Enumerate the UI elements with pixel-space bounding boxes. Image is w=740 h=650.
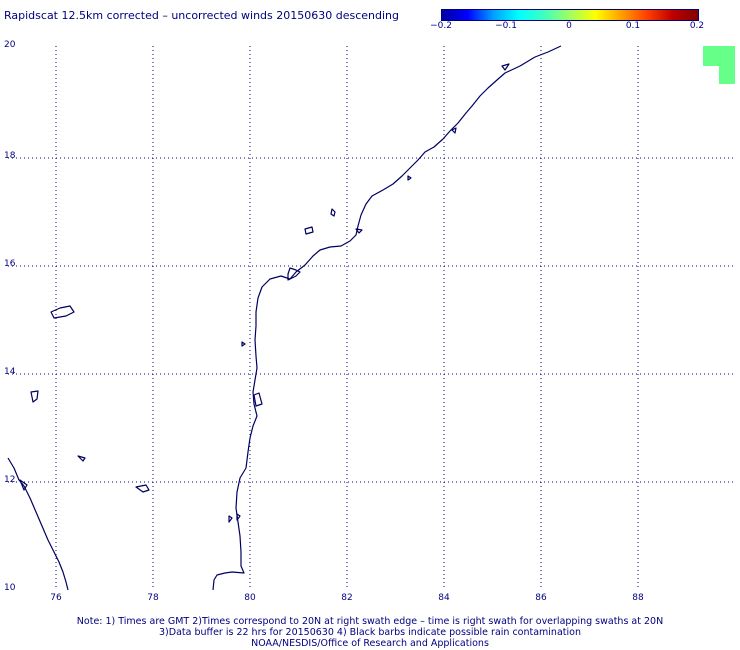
- colorbar-tick-label: 0: [566, 21, 572, 31]
- colorbar-tick-label: −0.1: [495, 21, 517, 31]
- x-tick-label: 84: [438, 593, 450, 603]
- y-tick-label: 10: [4, 583, 16, 593]
- note-line-3: NOAA/NESDIS/Office of Research and Appli…: [251, 638, 489, 649]
- coastline: [7, 45, 562, 591]
- colorbar-tick-label: −0.2: [430, 21, 452, 31]
- colorbar-tick-label: 0.2: [689, 21, 705, 31]
- colorbar: [441, 9, 699, 21]
- y-tick-label: 16: [4, 259, 16, 269]
- note-line-1: Note: 1) Times are GMT 2)Times correspon…: [76, 616, 664, 627]
- x-tick-label: 78: [147, 593, 159, 603]
- x-tick-label: 82: [341, 593, 353, 603]
- y-tick-label: 14: [4, 367, 16, 377]
- x-tick-label: 88: [632, 593, 644, 603]
- y-tick-label: 12: [4, 475, 16, 485]
- y-tick-label: 18: [4, 151, 16, 161]
- wind-swath-patch: [703, 46, 735, 84]
- note-line-2: 3)Data buffer is 22 hrs for 20150630 4) …: [159, 627, 581, 638]
- colorbar-tick-label: 0.1: [625, 21, 641, 31]
- x-tick-label: 86: [535, 593, 547, 603]
- grid-lines: [8, 46, 735, 590]
- x-tick-label: 80: [244, 593, 256, 603]
- chart-title: Rapidscat 12.5km corrected – uncorrected…: [4, 9, 400, 22]
- x-tick-label: 76: [50, 593, 62, 603]
- y-tick-label: 20: [4, 40, 16, 50]
